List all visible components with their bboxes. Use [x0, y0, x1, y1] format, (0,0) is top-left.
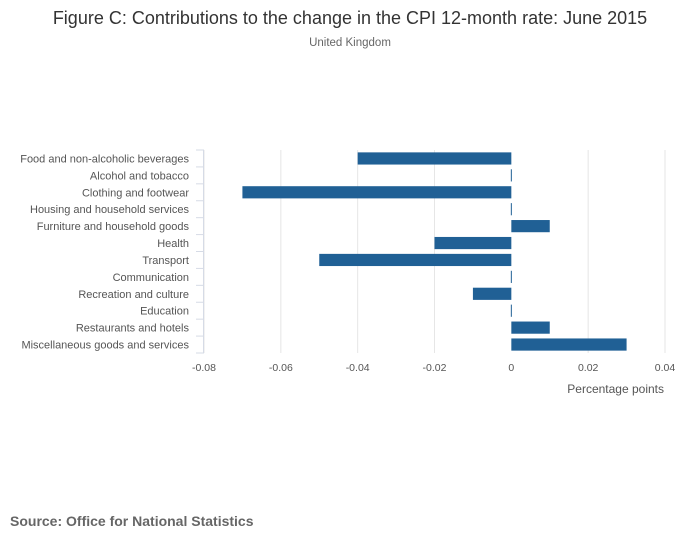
bar: [357, 152, 512, 165]
category-label: Restaurants and hotels: [76, 323, 190, 335]
category-label: Furniture and household goods: [37, 221, 190, 233]
category-label: Health: [157, 238, 189, 250]
bar: [319, 253, 512, 267]
category-label: Food and non-alcoholic beverages: [20, 153, 189, 165]
bar: [511, 338, 627, 351]
source-note: Source: Office for National Statistics: [10, 513, 254, 529]
bar: [510, 169, 512, 182]
x-tick-label: 0: [508, 362, 514, 374]
x-tick-label: 0.04: [655, 362, 676, 374]
bars: [242, 152, 627, 351]
x-tick-label: -0.02: [423, 362, 447, 374]
chart-title: Figure C: Contributions to the change in…: [52, 8, 648, 28]
bar: [242, 186, 512, 199]
bar: [511, 220, 550, 233]
chart-subtitle: United Kingdom: [309, 37, 391, 49]
category-label: Transport: [142, 255, 189, 267]
x-axis-tick-labels: -0.08 -0.06 -0.04 -0.02 0 0.02 0.04: [192, 362, 675, 374]
x-tick-label: 0.02: [578, 362, 599, 374]
category-label: Clothing and footwear: [82, 187, 189, 199]
bar: [472, 287, 512, 300]
category-label: Housing and household services: [30, 204, 189, 216]
gridlines: [196, 149, 666, 354]
bar: [510, 304, 512, 317]
bar: [510, 203, 512, 216]
bar: [511, 321, 550, 334]
category-label: Alcohol and tobacco: [90, 170, 189, 182]
x-tick-label: -0.06: [269, 362, 293, 374]
category-label: Recreation and culture: [78, 289, 189, 301]
bar: [434, 236, 512, 250]
category-label: Miscellaneous goods and services: [21, 340, 189, 352]
x-axis-label: Percentage points: [567, 382, 664, 396]
x-tick-label: -0.08: [192, 362, 216, 374]
category-label: Education: [140, 306, 189, 318]
x-tick-label: -0.04: [346, 362, 370, 374]
category-label: Communication: [113, 272, 189, 284]
category-labels: Food and non-alcoholic beverages Alcohol …: [20, 153, 189, 351]
bar: [510, 270, 512, 283]
